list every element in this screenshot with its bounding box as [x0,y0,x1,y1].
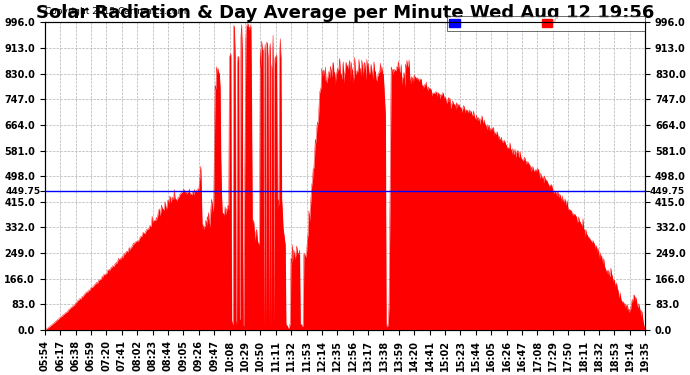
Text: 449.75: 449.75 [6,187,41,196]
Text: 449.75: 449.75 [649,187,684,196]
Legend: Median (w/m2), Radiation (w/m2): Median (w/m2), Radiation (w/m2) [447,16,645,31]
Text: Copyright 2015 Cartronics.com: Copyright 2015 Cartronics.com [45,7,186,16]
Title: Solar Radiation & Day Average per Minute Wed Aug 12 19:56: Solar Radiation & Day Average per Minute… [36,4,654,22]
